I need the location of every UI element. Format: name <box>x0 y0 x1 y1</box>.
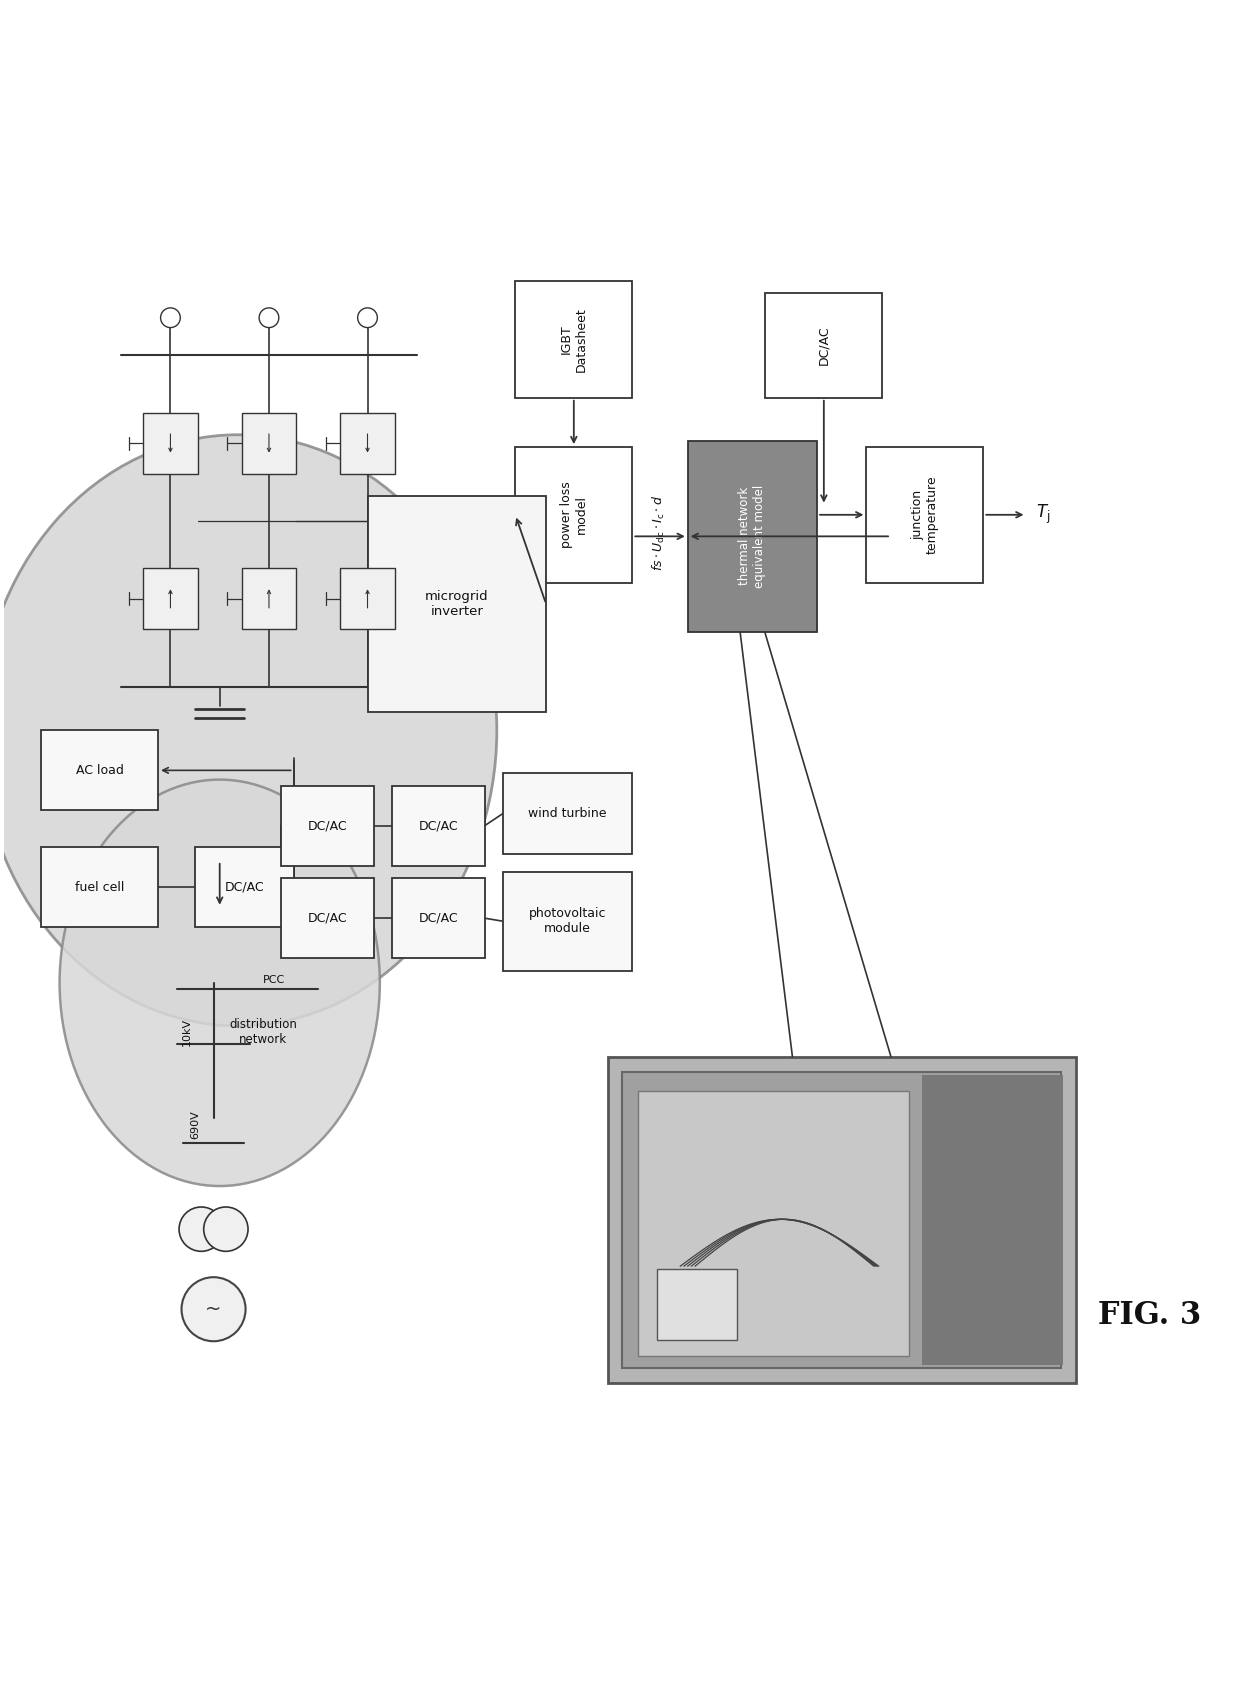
FancyBboxPatch shape <box>392 877 485 958</box>
FancyBboxPatch shape <box>516 280 632 398</box>
Circle shape <box>161 307 180 328</box>
FancyBboxPatch shape <box>608 1057 1076 1383</box>
Text: $fs \cdot U_{\mathrm{dc}} \cdot I_{\mathrm{c}} \cdot d$: $fs \cdot U_{\mathrm{dc}} \cdot I_{\math… <box>651 495 667 572</box>
FancyBboxPatch shape <box>195 847 294 927</box>
Circle shape <box>259 307 279 328</box>
FancyBboxPatch shape <box>281 877 373 958</box>
Text: FIG. 3: FIG. 3 <box>1097 1299 1202 1331</box>
Text: 10kV: 10kV <box>181 1017 191 1046</box>
Text: junction
temperature: junction temperature <box>911 476 939 555</box>
Text: power loss
model: power loss model <box>559 481 588 548</box>
Circle shape <box>179 1207 223 1251</box>
Text: thermal network
equivalent model: thermal network equivalent model <box>738 485 766 587</box>
FancyBboxPatch shape <box>867 447 983 582</box>
FancyBboxPatch shape <box>639 1091 909 1355</box>
Text: DC/AC: DC/AC <box>419 912 458 925</box>
Ellipse shape <box>60 780 379 1186</box>
Text: AC load: AC load <box>76 763 124 777</box>
Text: distribution
network: distribution network <box>229 1017 296 1046</box>
FancyBboxPatch shape <box>144 568 197 628</box>
Text: $T_{\mathrm{j}}$: $T_{\mathrm{j}}$ <box>1037 504 1050 526</box>
Text: DC/AC: DC/AC <box>308 819 347 833</box>
Text: IGBT
Datasheet: IGBT Datasheet <box>559 307 588 372</box>
FancyBboxPatch shape <box>503 872 632 971</box>
Text: DC/AC: DC/AC <box>817 326 831 365</box>
FancyBboxPatch shape <box>688 440 817 632</box>
Text: DC/AC: DC/AC <box>419 819 458 833</box>
Text: PCC: PCC <box>263 975 285 985</box>
Text: wind turbine: wind turbine <box>528 807 606 819</box>
Text: 690V: 690V <box>190 1110 200 1139</box>
Text: microgrid
inverter: microgrid inverter <box>425 591 489 618</box>
FancyBboxPatch shape <box>341 413 394 475</box>
FancyBboxPatch shape <box>242 568 296 628</box>
FancyBboxPatch shape <box>41 847 159 927</box>
FancyBboxPatch shape <box>41 731 159 811</box>
FancyBboxPatch shape <box>516 447 632 582</box>
Text: ~: ~ <box>206 1299 222 1320</box>
Circle shape <box>357 307 377 328</box>
FancyBboxPatch shape <box>242 413 296 475</box>
FancyBboxPatch shape <box>144 413 197 475</box>
FancyBboxPatch shape <box>622 1072 1061 1369</box>
FancyBboxPatch shape <box>921 1075 1064 1364</box>
Text: DC/AC: DC/AC <box>224 881 264 894</box>
Text: fuel cell: fuel cell <box>74 881 124 894</box>
FancyBboxPatch shape <box>281 785 373 865</box>
Circle shape <box>203 1207 248 1251</box>
FancyBboxPatch shape <box>367 497 546 712</box>
Text: photovoltaic
module: photovoltaic module <box>529 906 606 935</box>
Ellipse shape <box>0 435 497 1026</box>
Circle shape <box>181 1277 246 1342</box>
Text: DC/AC: DC/AC <box>308 912 347 925</box>
FancyBboxPatch shape <box>341 568 394 628</box>
FancyBboxPatch shape <box>503 773 632 854</box>
FancyBboxPatch shape <box>657 1268 737 1340</box>
FancyBboxPatch shape <box>765 294 883 398</box>
FancyBboxPatch shape <box>392 785 485 865</box>
